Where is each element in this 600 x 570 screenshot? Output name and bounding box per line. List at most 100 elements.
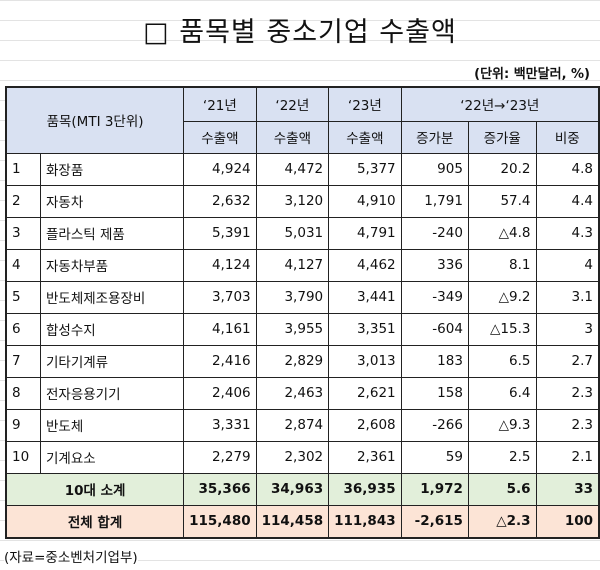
cell-item: 전자응용기기 — [39, 376, 185, 410]
cell-y22: 2,829 — [255, 344, 330, 378]
subtotal-growth: 5.6 — [467, 472, 537, 506]
header-change-period: ‘22년→‘23년 — [400, 86, 600, 122]
table-row: 6 합성수지 4,161 3,955 3,351 -604 △15.3 3 — [5, 312, 600, 346]
cell-y23: 4,462 — [328, 248, 402, 282]
subtotal-row: 10대 소계 35,366 34,963 36,935 1,972 5.6 33 — [5, 472, 600, 506]
table-row: 9 반도체 3,331 2,874 2,608 -266 △9.3 2.3 — [5, 408, 600, 442]
cell-growth: 6.5 — [467, 344, 537, 378]
total-row: 전체 합계 115,480 114,458 111,843 -2,615 △2.… — [5, 504, 600, 538]
cell-share: 3.1 — [535, 280, 600, 314]
cell-rank: 1 — [5, 152, 41, 186]
cell-y23: 3,351 — [328, 312, 402, 346]
subtotal-share: 33 — [535, 472, 600, 506]
cell-y21: 4,924 — [183, 152, 257, 186]
cell-increase: -349 — [400, 280, 469, 314]
total-y22: 114,458 — [255, 504, 330, 538]
cell-rank: 10 — [5, 440, 41, 474]
subtotal-label: 10대 소계 — [5, 472, 185, 506]
unit-note: (단위: 백만달러, %) — [474, 67, 590, 82]
cell-y22: 3,120 — [255, 184, 330, 218]
export-table: 품목(MTI 3단위) ‘21년 ‘22년 ‘23년 ‘22년→‘23년 수출액… — [5, 86, 600, 539]
cell-y22: 2,874 — [255, 408, 330, 442]
total-increase: -2,615 — [400, 504, 469, 538]
cell-item: 화장품 — [39, 152, 185, 186]
cell-rank: 9 — [5, 408, 41, 442]
cell-item: 기계요소 — [39, 440, 185, 474]
table-row: 7 기타기계류 2,416 2,829 3,013 183 6.5 2.7 — [5, 344, 600, 378]
total-label: 전체 합계 — [5, 504, 185, 538]
cell-y22: 4,472 — [255, 152, 330, 186]
cell-y23: 2,361 — [328, 440, 402, 474]
page-title: □ 품목별 중소기업 수출액 — [143, 17, 457, 48]
cell-rank: 5 — [5, 280, 41, 314]
cell-rank: 6 — [5, 312, 41, 346]
cell-growth: △15.3 — [467, 312, 537, 346]
cell-y23: 3,013 — [328, 344, 402, 378]
header-export-22: 수출액 — [255, 120, 330, 154]
table-row: 3 플라스틱 제품 5,391 5,031 4,791 -240 △4.8 4.3 — [5, 216, 600, 250]
cell-growth: 20.2 — [467, 152, 537, 186]
cell-item: 플라스틱 제품 — [39, 216, 185, 250]
cell-rank: 2 — [5, 184, 41, 218]
cell-item: 기타기계류 — [39, 344, 185, 378]
cell-y21: 4,161 — [183, 312, 257, 346]
table-row: 5 반도체제조용장비 3,703 3,790 3,441 -349 △9.2 3.1 — [5, 280, 600, 314]
cell-increase: -240 — [400, 216, 469, 250]
cell-item: 합성수지 — [39, 312, 185, 346]
cell-y22: 2,463 — [255, 376, 330, 410]
cell-growth: △9.3 — [467, 408, 537, 442]
cell-share: 2.3 — [535, 376, 600, 410]
cell-y21: 2,406 — [183, 376, 257, 410]
cell-growth: △4.8 — [467, 216, 537, 250]
cell-y22: 5,031 — [255, 216, 330, 250]
cell-y23: 4,791 — [328, 216, 402, 250]
cell-y22: 3,790 — [255, 280, 330, 314]
cell-share: 4.4 — [535, 184, 600, 218]
header-export-21: 수출액 — [183, 120, 257, 154]
cell-y21: 4,124 — [183, 248, 257, 282]
header-increase: 증가분 — [400, 120, 469, 154]
header-item: 품목(MTI 3단위) — [5, 86, 185, 154]
cell-item: 자동차 — [39, 184, 185, 218]
cell-share: 2.3 — [535, 408, 600, 442]
cell-y23: 4,910 — [328, 184, 402, 218]
table-row: 4 자동차부품 4,124 4,127 4,462 336 8.1 4 — [5, 248, 600, 282]
cell-growth: 57.4 — [467, 184, 537, 218]
header-y23: ‘23년 — [328, 86, 402, 122]
cell-increase: 336 — [400, 248, 469, 282]
cell-share: 2.1 — [535, 440, 600, 474]
cell-share: 3 — [535, 312, 600, 346]
cell-y23: 2,621 — [328, 376, 402, 410]
cell-share: 4 — [535, 248, 600, 282]
header-y21: ‘21년 — [183, 86, 257, 122]
cell-growth: 8.1 — [467, 248, 537, 282]
cell-increase: 158 — [400, 376, 469, 410]
cell-growth: 2.5 — [467, 440, 537, 474]
table-row: 8 전자응용기기 2,406 2,463 2,621 158 6.4 2.3 — [5, 376, 600, 410]
cell-item: 자동차부품 — [39, 248, 185, 282]
cell-y22: 3,955 — [255, 312, 330, 346]
cell-y21: 3,331 — [183, 408, 257, 442]
cell-y23: 2,608 — [328, 408, 402, 442]
cell-y21: 3,703 — [183, 280, 257, 314]
cell-increase: 183 — [400, 344, 469, 378]
cell-increase: 59 — [400, 440, 469, 474]
table-row: 1 화장품 4,924 4,472 5,377 905 20.2 4.8 — [5, 152, 600, 186]
cell-increase: -604 — [400, 312, 469, 346]
total-share: 100 — [535, 504, 600, 538]
table-row: 10 기계요소 2,279 2,302 2,361 59 2.5 2.1 — [5, 440, 600, 474]
cell-y21: 5,391 — [183, 216, 257, 250]
total-y21: 115,480 — [183, 504, 257, 538]
cell-rank: 7 — [5, 344, 41, 378]
cell-share: 2.7 — [535, 344, 600, 378]
cell-item: 반도체제조용장비 — [39, 280, 185, 314]
cell-share: 4.3 — [535, 216, 600, 250]
header-y22: ‘22년 — [255, 86, 330, 122]
cell-y21: 2,279 — [183, 440, 257, 474]
cell-y21: 2,416 — [183, 344, 257, 378]
subtotal-increase: 1,972 — [400, 472, 469, 506]
cell-increase: 905 — [400, 152, 469, 186]
header-share: 비중 — [535, 120, 600, 154]
cell-share: 4.8 — [535, 152, 600, 186]
subtotal-y23: 36,935 — [328, 472, 402, 506]
